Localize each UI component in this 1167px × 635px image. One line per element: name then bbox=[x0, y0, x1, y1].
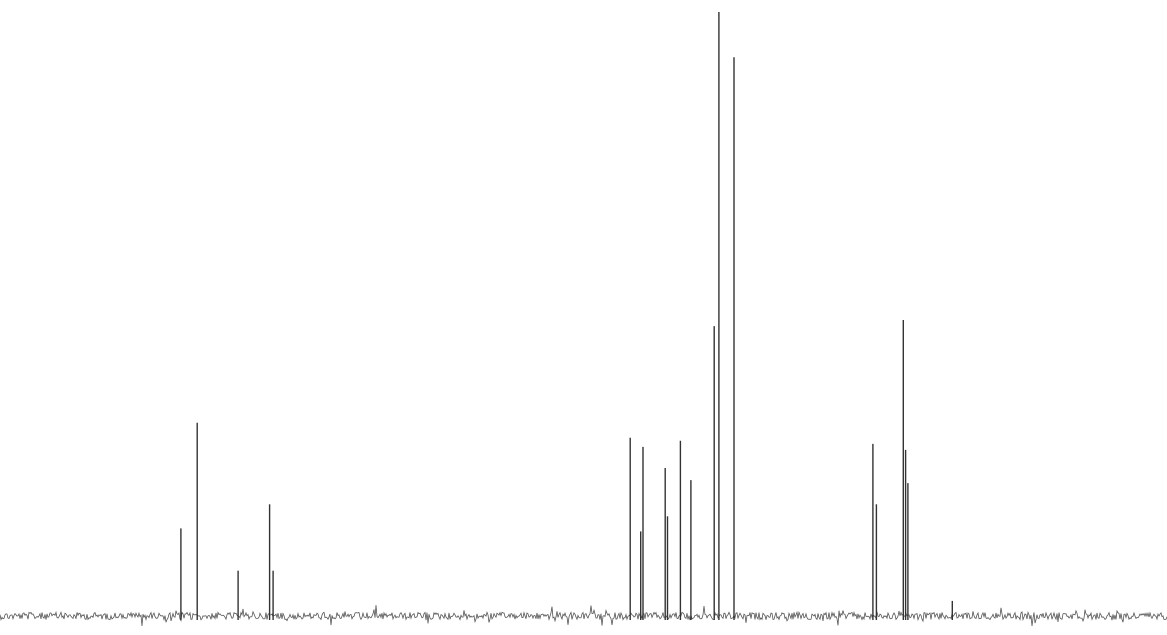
baseline-noise bbox=[0, 605, 1167, 627]
spectrum-peaks bbox=[180, 12, 953, 620]
baseline-noise-trace bbox=[0, 605, 1167, 627]
